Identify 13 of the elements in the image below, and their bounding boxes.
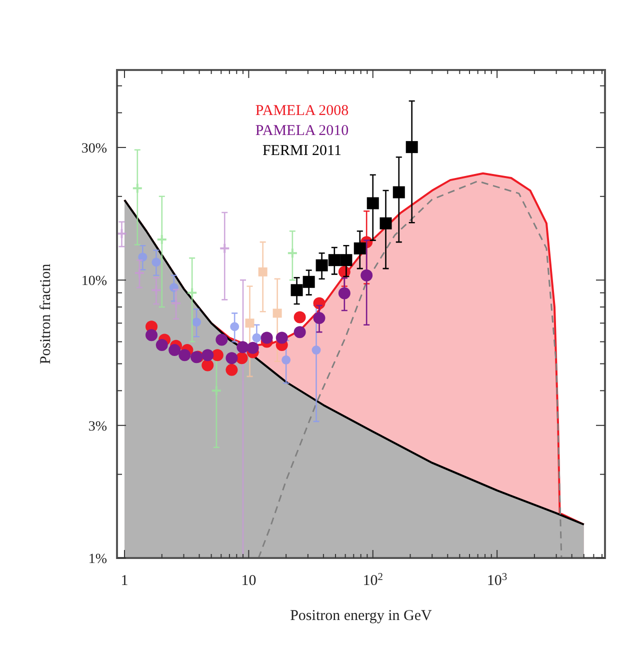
y-tick-label: 3% [88, 419, 108, 434]
y-tick-label: 10% [81, 274, 108, 290]
x-tick-label: 10$^{3}$ [486, 572, 508, 589]
y-tick-label: 1% [88, 552, 108, 567]
text: FERMI 2011 [262, 143, 342, 159]
text: PAMELA 2008 [255, 103, 349, 119]
x-axis-title: Positron energy in GeV [290, 608, 432, 624]
x-tick-label: 10$^{2}$ [362, 572, 383, 589]
text: PAMELA 2010 [255, 123, 349, 139]
y-axis-title: Positron fraction [38, 263, 54, 364]
x-tick-label: 1 [120, 573, 128, 589]
y-tick-label: 30% [81, 141, 108, 156]
x-tick-label: 10 [241, 573, 256, 589]
